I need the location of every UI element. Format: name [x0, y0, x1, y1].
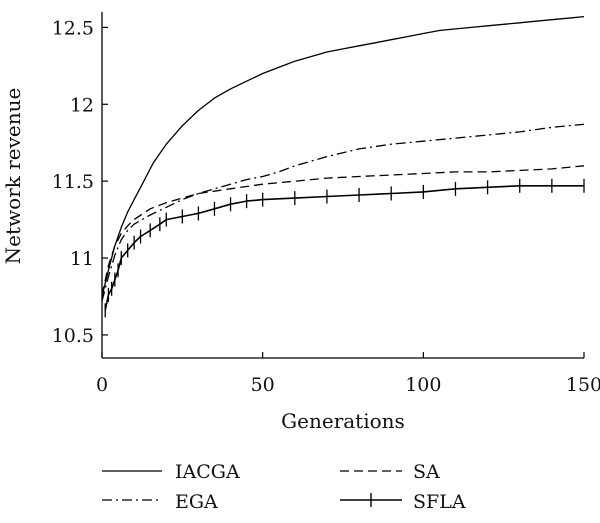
series-lines [101, 15, 585, 318]
legend-item-ega: EGA [102, 491, 218, 513]
legend-item-iacga: IACGA [102, 461, 240, 483]
x-axis-title: Generations [281, 409, 405, 433]
series-line-iacga [101, 15, 585, 297]
y-tick-label: 12.5 [52, 17, 94, 39]
x-tick-label: 150 [566, 374, 600, 396]
x-axis-ticks: 0 50 100 150 [96, 352, 600, 396]
y-tick-label: 11.5 [52, 171, 94, 193]
y-tick-label: 12 [70, 94, 94, 116]
plot-area: 10.5 11 11.5 12 12.5 0 50 100 150 [52, 12, 600, 396]
x-tick-label: 100 [405, 374, 441, 396]
series-line-sfla [104, 185, 584, 311]
legend-label-sfla: SFLA [413, 491, 466, 513]
series-line-sa [101, 165, 585, 296]
x-tick-label: 50 [251, 374, 275, 396]
y-axis-ticks: 10.5 11 11.5 12 12.5 [52, 17, 108, 347]
y-axis-title: Network revenue [1, 88, 25, 265]
legend-item-sfla: SFLA [340, 491, 466, 513]
series-line-ega [101, 123, 585, 302]
y-tick-label: 10.5 [52, 325, 94, 347]
legend-item-sa: SA [340, 461, 440, 483]
y-tick-label: 11 [70, 248, 94, 270]
legend-label-sa: SA [413, 461, 440, 483]
legend-label-iacga: IACGA [175, 461, 240, 483]
legend-label-ega: EGA [175, 491, 218, 513]
legend: IACGA SA EGA SFLA [102, 461, 466, 513]
x-tick-label: 0 [96, 374, 108, 396]
